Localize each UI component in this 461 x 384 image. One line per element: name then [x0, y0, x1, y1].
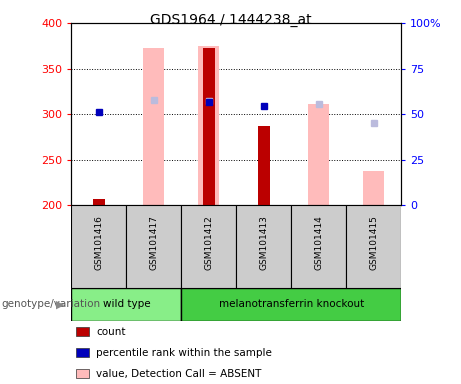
Bar [236, 205, 291, 288]
Text: count: count [96, 327, 125, 337]
Text: GSM101414: GSM101414 [314, 215, 323, 270]
Text: GDS1964 / 1444238_at: GDS1964 / 1444238_at [150, 13, 311, 27]
Text: genotype/variation: genotype/variation [1, 299, 100, 310]
Bar [198, 46, 219, 205]
Bar [258, 126, 270, 205]
Bar [93, 199, 105, 205]
Text: GSM101415: GSM101415 [369, 215, 378, 270]
Bar [71, 288, 181, 321]
Bar [346, 205, 401, 288]
Bar [308, 104, 329, 205]
Bar [143, 48, 164, 205]
Bar [181, 205, 236, 288]
Bar [203, 48, 215, 205]
Text: wild type: wild type [103, 299, 150, 310]
Text: GSM101413: GSM101413 [259, 215, 268, 270]
Text: percentile rank within the sample: percentile rank within the sample [96, 348, 272, 358]
Bar [363, 171, 384, 205]
Bar [181, 288, 401, 321]
Text: melanotransferrin knockout: melanotransferrin knockout [219, 299, 364, 310]
Bar [71, 205, 126, 288]
Text: ▶: ▶ [56, 299, 64, 310]
Bar [126, 205, 181, 288]
Text: value, Detection Call = ABSENT: value, Detection Call = ABSENT [96, 369, 261, 379]
Text: GSM101416: GSM101416 [95, 215, 103, 270]
Text: GSM101417: GSM101417 [149, 215, 159, 270]
Text: GSM101412: GSM101412 [204, 215, 213, 270]
Bar [291, 205, 346, 288]
